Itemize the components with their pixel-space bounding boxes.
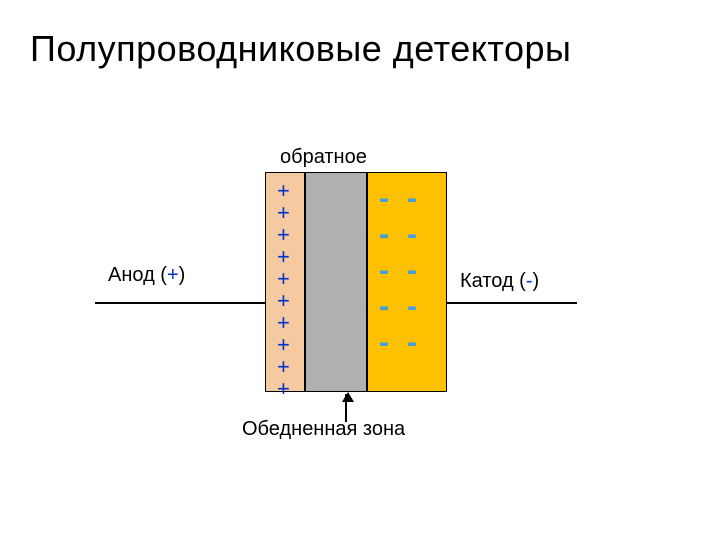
depletion-suffix: енная зона <box>302 418 405 440</box>
plus-icon: + <box>277 180 290 202</box>
plus-icon: + <box>277 290 290 312</box>
plus-icon: + <box>277 246 290 268</box>
depletion-region <box>305 172 367 392</box>
anode-wire <box>95 302 265 304</box>
minus-icon: - <box>407 298 417 316</box>
anode-plus-icon: + <box>167 264 179 286</box>
slide: Полупроводниковые детекторы обратное Ано… <box>0 0 720 540</box>
depletion-arrow-icon <box>345 394 347 422</box>
minus-icon: - <box>407 226 417 244</box>
cathode-prefix: Катод ( <box>460 270 526 292</box>
depletion-label: Обедненная зона <box>242 418 405 441</box>
cathode-wire <box>447 302 577 304</box>
top-label: обратное <box>280 146 367 169</box>
plus-icon: + <box>277 312 290 334</box>
plus-icon: + <box>277 378 290 400</box>
plus-icon: + <box>277 268 290 290</box>
minus-icon: - <box>407 190 417 208</box>
cathode-suffix: ) <box>533 270 540 292</box>
minus-icon: - <box>407 334 417 352</box>
positive-charges: ++++++++++ <box>277 180 290 400</box>
depletion-mid: н <box>291 418 302 440</box>
minus-icon: - <box>379 334 389 352</box>
cathode-minus-icon: - <box>526 270 533 292</box>
plus-icon: + <box>277 334 290 356</box>
cathode-label: Катод (-) <box>460 270 539 293</box>
plus-icon: + <box>277 202 290 224</box>
minus-icon: - <box>379 262 389 280</box>
slide-title: Полупроводниковые детекторы <box>30 28 571 70</box>
depletion-prefix: Обед <box>242 418 291 440</box>
anode-prefix: Анод ( <box>108 264 167 286</box>
minus-icon: - <box>379 298 389 316</box>
negative-charges: ---------- <box>379 190 417 352</box>
anode-suffix: ) <box>179 264 186 286</box>
minus-icon: - <box>379 226 389 244</box>
minus-icon: - <box>379 190 389 208</box>
plus-icon: + <box>277 224 290 246</box>
pn-junction-diagram: ++++++++++ ---------- <box>265 172 447 392</box>
minus-icon: - <box>407 262 417 280</box>
plus-icon: + <box>277 356 290 378</box>
anode-label: Анод (+) <box>108 264 185 287</box>
